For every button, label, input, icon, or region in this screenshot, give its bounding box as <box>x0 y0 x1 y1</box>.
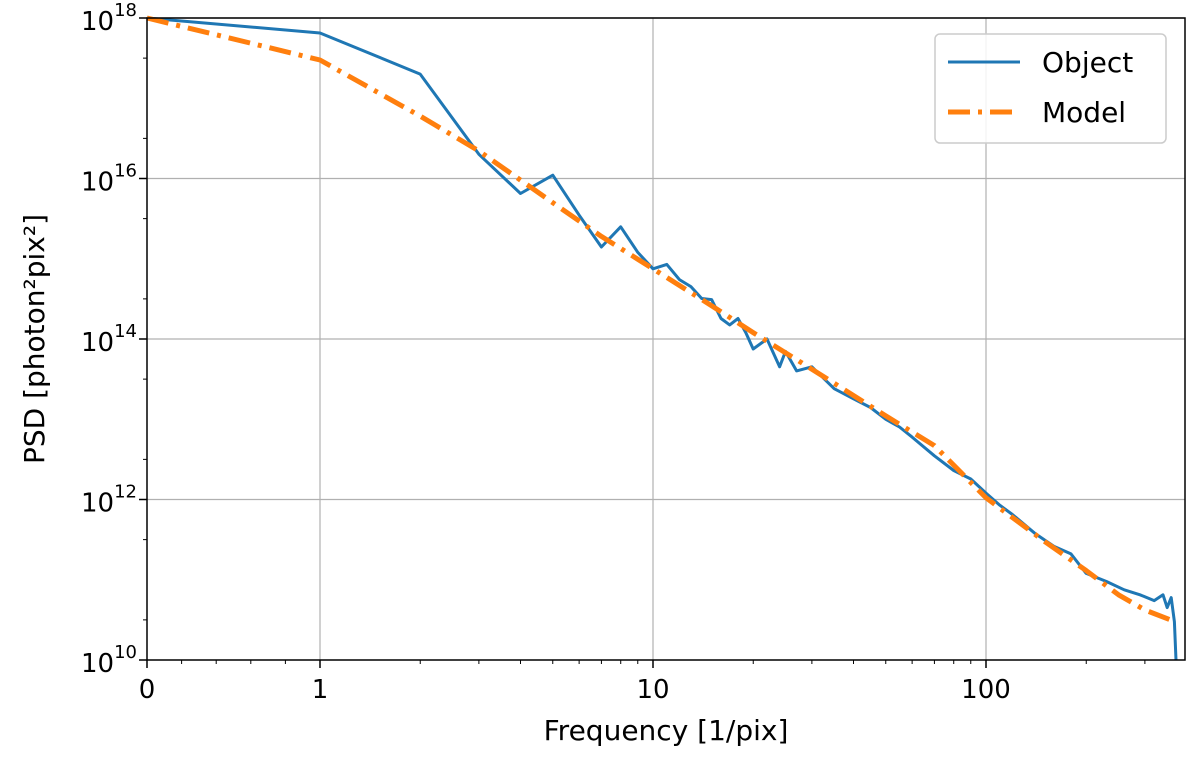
x-tick-label: 100 <box>961 675 1011 705</box>
legend-label-model: Model <box>1042 96 1126 129</box>
y-axis-label: PSD [photon²pix²] <box>18 214 51 464</box>
x-tick-labels: 0 1 10 100 <box>139 675 1011 705</box>
y-tick-labels: 1010 1012 1014 1016 1018 <box>81 0 137 679</box>
y-tick-label: 1018 <box>81 0 137 37</box>
x-tick-label: 1 <box>312 675 329 705</box>
x-tick-label: 10 <box>636 675 669 705</box>
series-line-model <box>146 15 1177 625</box>
y-tick-label: 1012 <box>81 482 137 519</box>
tick-marks <box>139 17 1146 668</box>
x-tick-label: 0 <box>139 675 156 705</box>
x-axis-label: Frequency [1/pix] <box>544 714 789 747</box>
legend: Object Model <box>934 33 1167 144</box>
y-tick-label: 1016 <box>81 161 137 198</box>
series-lines <box>146 15 1178 661</box>
y-tick-label: 1014 <box>81 321 137 358</box>
y-tick-label: 1010 <box>81 642 137 679</box>
legend-label-object: Object <box>1042 46 1133 79</box>
